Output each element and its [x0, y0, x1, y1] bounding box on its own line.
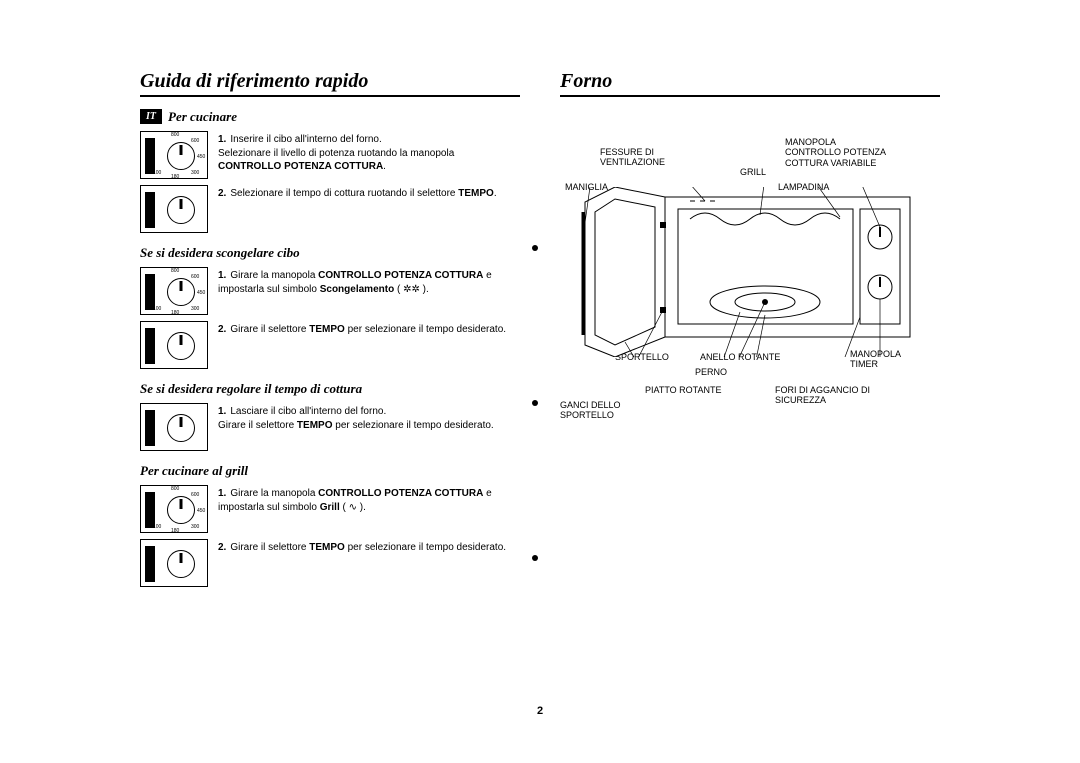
- step-row: 2.Selezionare il tempo di cottura ruotan…: [140, 185, 520, 233]
- step-number: 2.: [218, 324, 226, 335]
- step-number: 1.: [218, 406, 226, 417]
- section-heading: Per cucinare al grill: [140, 463, 520, 479]
- step-text: 1.Girare la manopola CONTROLLO POTENZA C…: [218, 485, 520, 514]
- step-text: 2.Girare il selettore TEMPO per selezion…: [218, 321, 506, 337]
- label-perno: PERNO: [695, 367, 727, 377]
- section-heading: Se si desidera regolare il tempo di cott…: [140, 381, 520, 397]
- step-text: 2.Selezionare il tempo di cottura ruotan…: [218, 185, 497, 201]
- step-text: 1.Girare la manopola CONTROLLO POTENZA C…: [218, 267, 520, 296]
- label-grill: GRILL: [740, 167, 766, 177]
- left-column: Guida di riferimento rapido ITPer cucina…: [140, 70, 520, 593]
- label-manopola-potenza: MANOPOLA CONTROLLO POTENZA COTTURA VARIA…: [785, 137, 886, 168]
- label-fessure: FESSURE DI VENTILAZIONE: [600, 147, 665, 168]
- section-heading: Se si desidera scongelare cibo: [140, 245, 520, 261]
- step-row: 1.Lasciare il cibo all'interno del forno…: [140, 403, 520, 451]
- step-number: 1.: [218, 134, 226, 145]
- oven-svg: [580, 187, 930, 357]
- step-text: 1.Lasciare il cibo all'interno del forno…: [218, 403, 494, 432]
- step-number: 1.: [218, 488, 226, 499]
- step-text: 2.Girare il selettore TEMPO per selezion…: [218, 539, 506, 555]
- label-ganci: GANCI DELLO SPORTELLO: [560, 400, 621, 421]
- step-text: 1.Inserire il cibo all'interno del forno…: [218, 131, 520, 174]
- step-row: 2.Girare il selettore TEMPO per selezion…: [140, 539, 520, 587]
- right-column: Forno FESSURE DI VENTILAZIONE MANOPOLA C…: [560, 70, 940, 593]
- step-number: 1.: [218, 270, 226, 281]
- section-heading: ITPer cucinare: [140, 109, 520, 125]
- step-row: 8006004503001801001.Inserire il cibo all…: [140, 131, 520, 179]
- step-number: 2.: [218, 542, 226, 553]
- oven-diagram: FESSURE DI VENTILAZIONE MANOPOLA CONTROL…: [560, 127, 940, 447]
- step-number: 2.: [218, 188, 226, 199]
- right-title: Forno: [560, 70, 940, 97]
- step-row: 2.Girare il selettore TEMPO per selezion…: [140, 321, 520, 369]
- lang-badge: IT: [140, 109, 162, 124]
- step-row: 8006004503001801001.Girare la manopola C…: [140, 485, 520, 533]
- label-piatto: PIATTO ROTANTE: [645, 385, 722, 395]
- label-fori: FORI DI AGGANCIO DI SICUREZZA: [775, 385, 870, 406]
- left-title: Guida di riferimento rapido: [140, 70, 520, 97]
- step-row: 8006004503001801001.Girare la manopola C…: [140, 267, 520, 315]
